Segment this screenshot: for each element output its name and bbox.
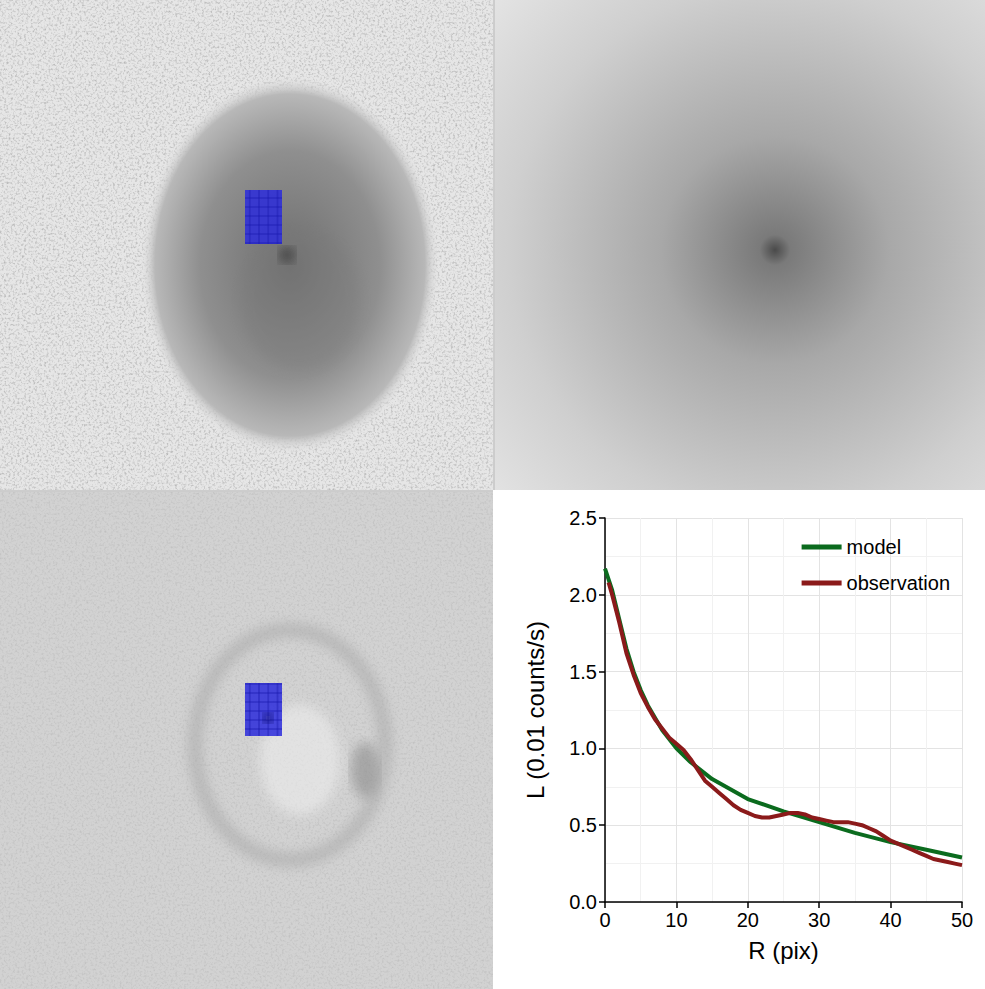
svg-text:L (0.01 counts/s): L (0.01 counts/s) [522,621,549,799]
svg-text:2.0: 2.0 [569,584,597,606]
svg-text:30: 30 [808,909,830,931]
svg-text:0: 0 [599,909,610,931]
svg-text:0.0: 0.0 [569,891,597,913]
svg-text:2.5: 2.5 [569,507,597,529]
svg-text:1.5: 1.5 [569,661,597,683]
svg-text:model: model [847,536,901,558]
svg-text:0.5: 0.5 [569,814,597,836]
svg-text:10: 10 [665,909,687,931]
svg-text:20: 20 [737,909,759,931]
svg-text:50: 50 [951,909,973,931]
svg-text:1.0: 1.0 [569,737,597,759]
svg-text:40: 40 [879,909,901,931]
svg-text:observation: observation [847,572,950,594]
svg-text:R (pix): R (pix) [748,937,819,964]
